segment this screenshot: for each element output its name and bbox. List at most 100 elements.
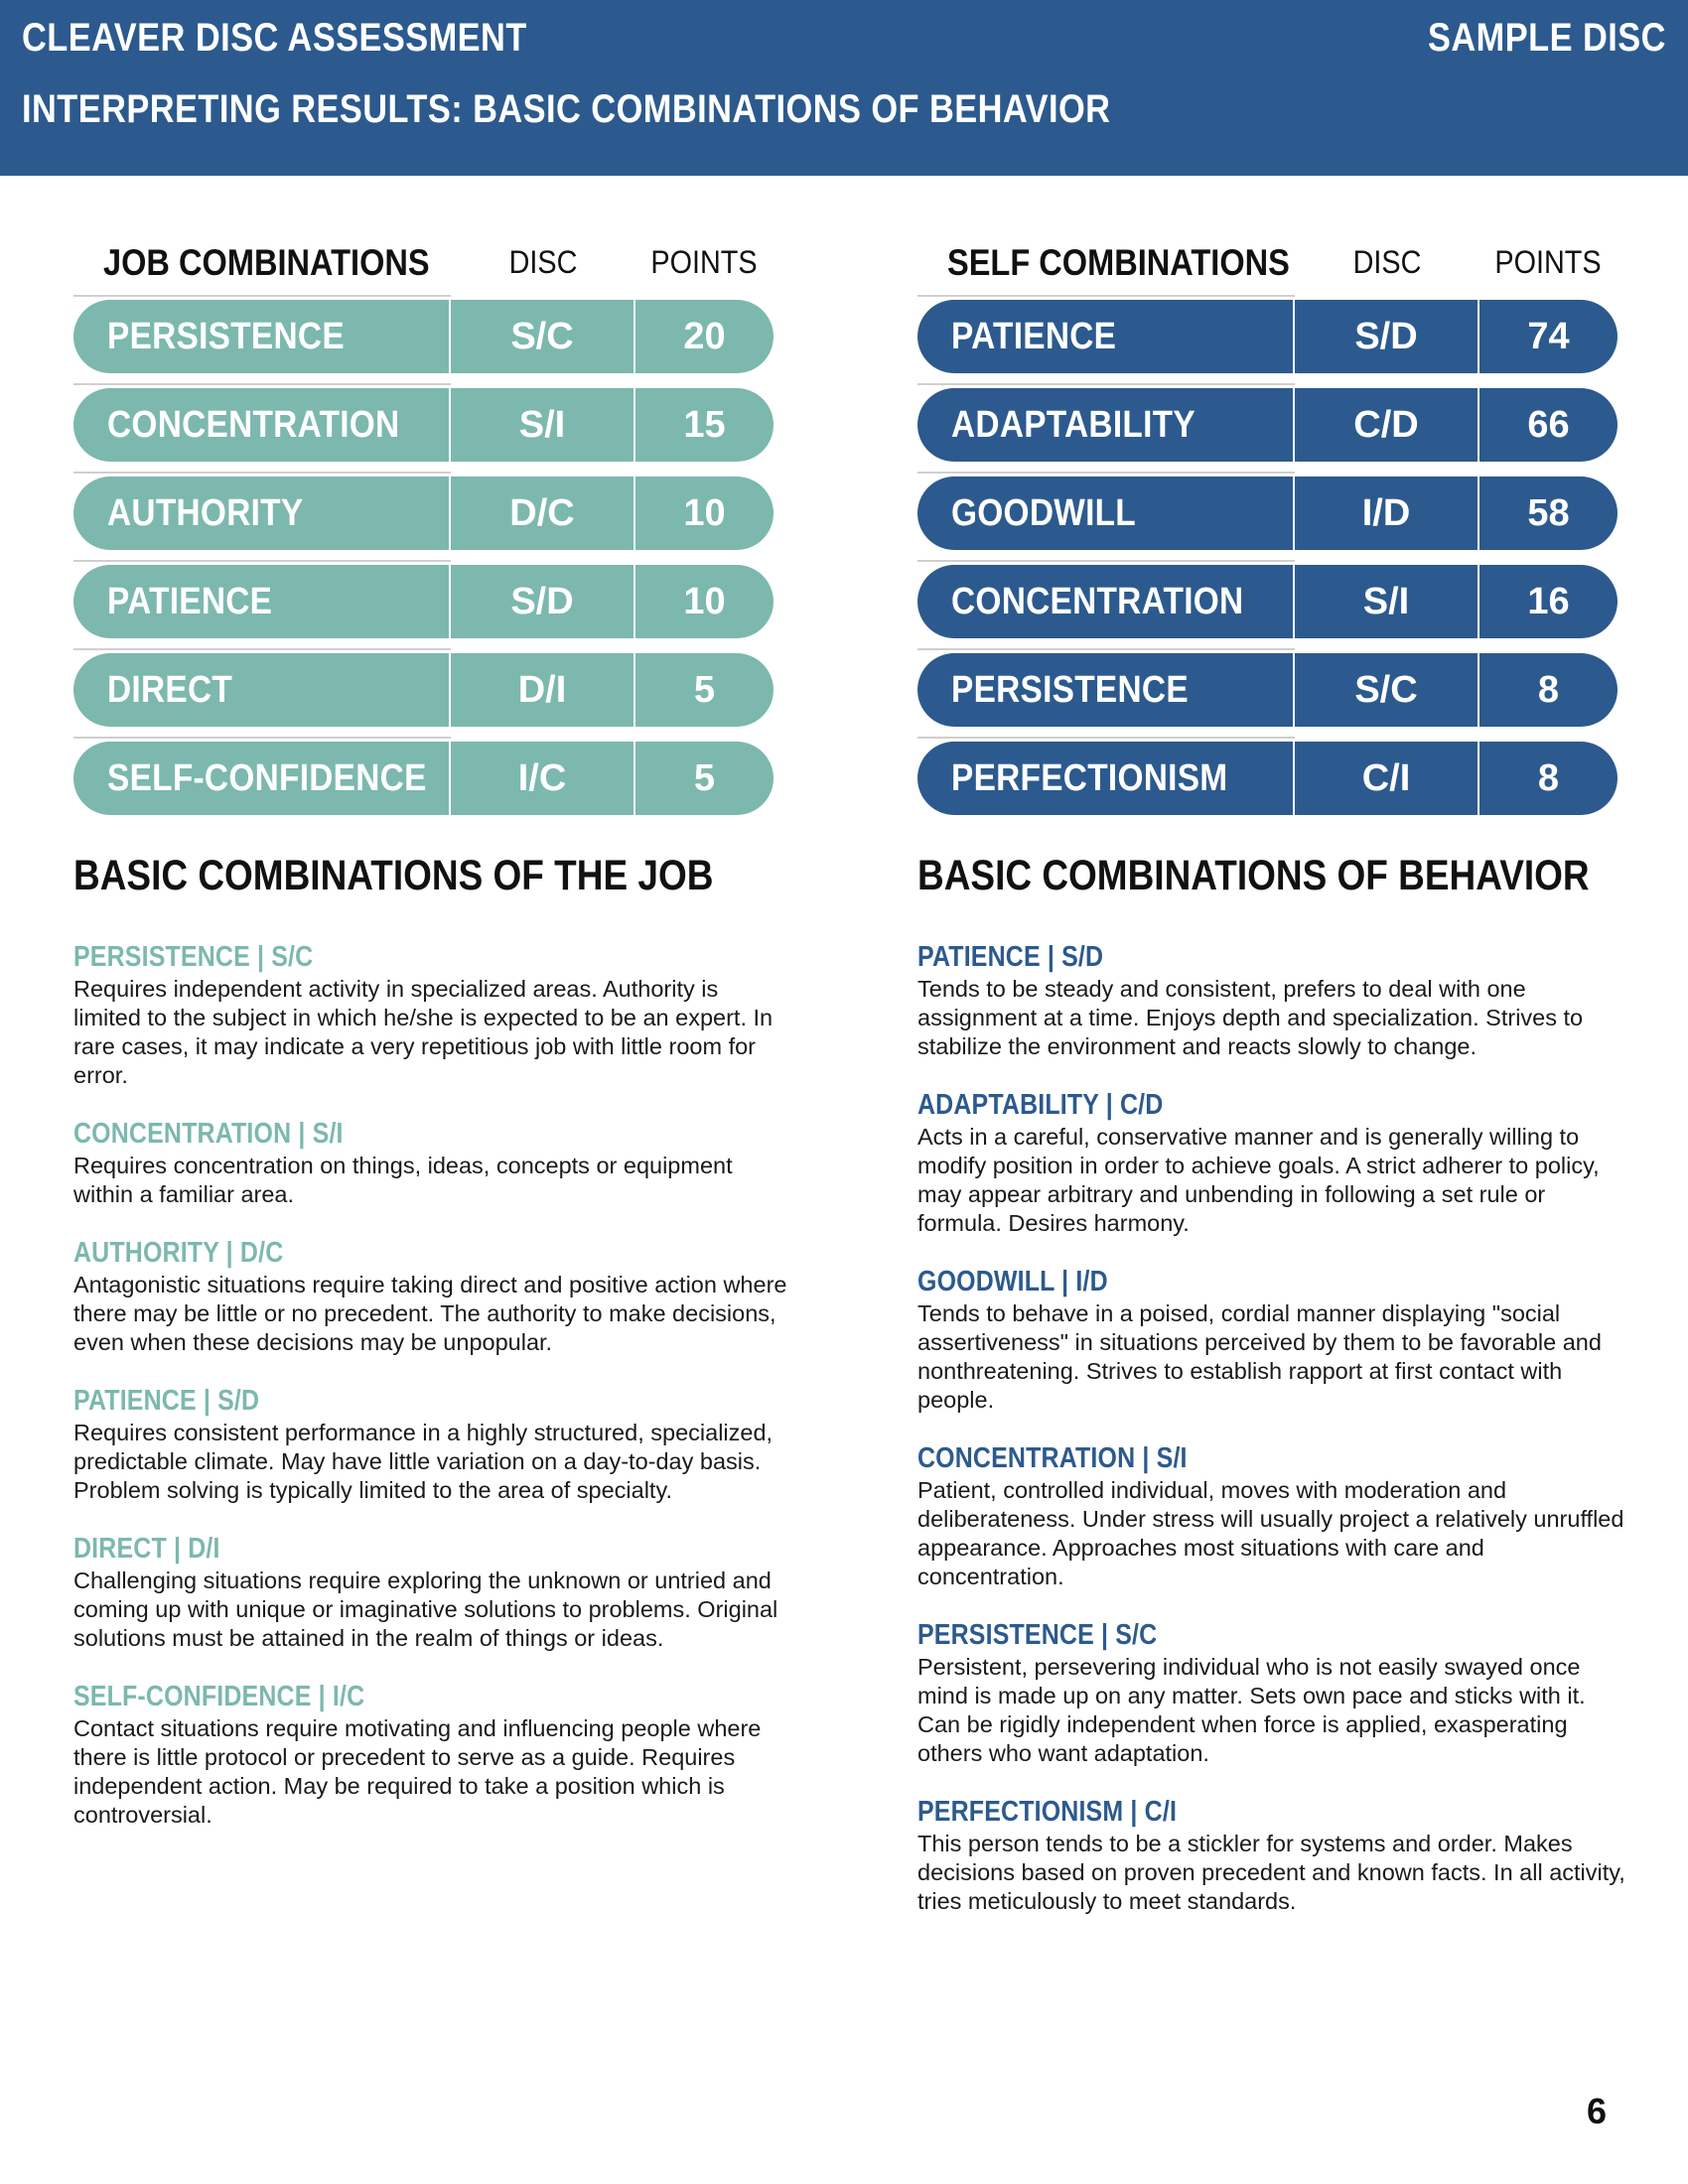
job-row-points: 10	[683, 491, 726, 534]
job-description-item: PATIENCE | S/D Requires consistent perfo…	[73, 1385, 788, 1505]
behavior-description-heading: PERFECTIONISM | C/I	[917, 1796, 1178, 1828]
job-row-points: 20	[683, 315, 726, 357]
job-row: CONCENTRATION S/I 15	[73, 383, 774, 477]
report-title: CLEAVER DISC ASSESSMENT	[22, 16, 527, 60]
behavior-description-text: Patient, controlled individual, moves wi…	[917, 1477, 1624, 1589]
self-row-points: 66	[1527, 403, 1570, 446]
self-table-title: SELF COMBINATIONS	[947, 242, 1290, 283]
behavior-section-title: BASIC COMBINATIONS OF BEHAVIOR	[917, 852, 1590, 899]
job-description-heading: CONCENTRATION | S/I	[73, 1118, 344, 1150]
behavior-description-item: ADAPTABILITY | C/D Acts in a careful, co…	[917, 1089, 1632, 1238]
job-row-name: CONCENTRATION	[107, 403, 400, 446]
self-disc-column-header: DISC	[1352, 244, 1422, 280]
job-points-column-header: POINTS	[650, 244, 758, 280]
job-description-text: Contact situations require motivating an…	[73, 1715, 762, 1828]
job-row: PERSISTENCE S/C 20	[73, 295, 774, 388]
job-description-item: AUTHORITY | D/C Antagonistic situations …	[73, 1237, 788, 1357]
self-row-points: 8	[1537, 668, 1560, 711]
behavior-description-item: PERSISTENCE | S/C Persistent, perseverin…	[917, 1619, 1632, 1768]
report-subtitle: INTERPRETING RESULTS: BASIC COMBINATIONS…	[22, 87, 1111, 131]
job-description-text: Requires independent activity in special…	[73, 976, 774, 1088]
job-description-text: Requires consistent performance in a hig…	[73, 1420, 774, 1503]
job-row: DIRECT D/I 5	[73, 648, 774, 742]
job-row-name: SELF-CONFIDENCE	[107, 756, 427, 799]
job-description-heading: DIRECT | D/I	[73, 1533, 220, 1565]
job-row-points: 15	[683, 403, 726, 446]
job-row-name: PATIENCE	[107, 580, 273, 622]
sample-label: SAMPLE DISC	[1428, 16, 1666, 60]
self-row: CONCENTRATION S/I 16	[917, 560, 1618, 653]
job-table-title: JOB COMBINATIONS	[103, 242, 430, 283]
self-points-column-header: POINTS	[1494, 244, 1602, 280]
job-row-points: 5	[693, 756, 716, 799]
behavior-description-heading: CONCENTRATION | S/I	[917, 1442, 1188, 1474]
job-row-disc: D/I	[451, 653, 635, 727]
self-row: PERSISTENCE S/C 8	[917, 648, 1618, 742]
job-description-text: Antagonistic situations require taking d…	[73, 1272, 787, 1355]
self-table-header: SELF COMBINATIONS DISC POINTS	[917, 228, 1618, 300]
behavior-description-text: Acts in a careful, conservative manner a…	[917, 1124, 1600, 1236]
behavior-descriptions: PATIENCE | S/D Tends to be steady and co…	[917, 941, 1632, 1944]
behavior-description-text: Tends to be steady and consistent, prefe…	[917, 976, 1584, 1059]
job-section-title: BASIC COMBINATIONS OF THE JOB	[73, 852, 714, 899]
behavior-description-item: PERFECTIONISM | C/I This person tends to…	[917, 1796, 1632, 1916]
job-row-disc: I/C	[451, 742, 635, 815]
behavior-description-item: PATIENCE | S/D Tends to be steady and co…	[917, 941, 1632, 1061]
job-row-points: 5	[693, 668, 716, 711]
self-row-disc: C/I	[1295, 742, 1479, 815]
job-description-item: PERSISTENCE | S/C Requires independent a…	[73, 941, 788, 1090]
self-row-name: PATIENCE	[951, 315, 1117, 357]
job-row-disc: D/C	[451, 477, 635, 550]
behavior-description-item: GOODWILL | I/D Tends to behave in a pois…	[917, 1266, 1632, 1415]
page-header: CLEAVER DISC ASSESSMENT INTERPRETING RES…	[0, 0, 1688, 176]
job-description-heading: AUTHORITY | D/C	[73, 1237, 284, 1269]
job-combinations-table: JOB COMBINATIONS DISC POINTS PERSISTENCE…	[73, 228, 774, 830]
self-row-disc: I/D	[1295, 477, 1479, 550]
behavior-description-heading: PATIENCE | S/D	[917, 941, 1104, 973]
self-row-disc: S/D	[1295, 300, 1479, 373]
self-row: GOODWILL I/D 58	[917, 472, 1618, 565]
job-disc-column-header: DISC	[508, 244, 578, 280]
job-description-item: CONCENTRATION | S/I Requires concentrati…	[73, 1118, 788, 1209]
job-description-heading: PATIENCE | S/D	[73, 1385, 260, 1417]
job-table-header: JOB COMBINATIONS DISC POINTS	[73, 228, 774, 300]
self-row-disc: C/D	[1295, 388, 1479, 462]
job-description-text: Challenging situations require exploring…	[73, 1568, 778, 1651]
self-row-disc: S/I	[1295, 565, 1479, 638]
job-row: PATIENCE S/D 10	[73, 560, 774, 653]
self-row-name: CONCENTRATION	[951, 580, 1244, 622]
page-number: 6	[1586, 2091, 1607, 2131]
job-row-name: AUTHORITY	[107, 491, 304, 534]
job-row-name: PERSISTENCE	[107, 315, 345, 357]
job-description-heading: SELF-CONFIDENCE | I/C	[73, 1681, 365, 1712]
self-row: ADAPTABILITY C/D 66	[917, 383, 1618, 477]
self-row-name: PERSISTENCE	[951, 668, 1189, 711]
job-row: AUTHORITY D/C 10	[73, 472, 774, 565]
self-row-name: GOODWILL	[951, 491, 1137, 534]
job-row-disc: S/I	[451, 388, 635, 462]
job-row-disc: S/D	[451, 565, 635, 638]
job-description-item: DIRECT | D/I Challenging situations requ…	[73, 1533, 788, 1653]
self-combinations-table: SELF COMBINATIONS DISC POINTS PATIENCE S…	[917, 228, 1618, 830]
job-row-disc: S/C	[451, 300, 635, 373]
behavior-description-text: Tends to behave in a poised, cordial man…	[917, 1300, 1602, 1413]
self-row-points: 74	[1527, 315, 1570, 357]
self-row-points: 16	[1527, 580, 1570, 622]
behavior-description-heading: ADAPTABILITY | C/D	[917, 1089, 1164, 1121]
self-row-name: PERFECTIONISM	[951, 756, 1228, 799]
behavior-description-heading: PERSISTENCE | S/C	[917, 1619, 1158, 1651]
behavior-description-text: This person tends to be a stickler for s…	[917, 1831, 1625, 1914]
behavior-description-item: CONCENTRATION | S/I Patient, controlled …	[917, 1442, 1632, 1591]
self-row-disc: S/C	[1295, 653, 1479, 727]
self-row: PATIENCE S/D 74	[917, 295, 1618, 388]
behavior-description-text: Persistent, persevering individual who i…	[917, 1654, 1586, 1766]
job-description-item: SELF-CONFIDENCE | I/C Contact situations…	[73, 1681, 788, 1830]
job-descriptions: PERSISTENCE | S/C Requires independent a…	[73, 941, 788, 1857]
job-row: SELF-CONFIDENCE I/C 5	[73, 737, 774, 830]
self-row: PERFECTIONISM C/I 8	[917, 737, 1618, 830]
self-row-points: 8	[1537, 756, 1560, 799]
self-row-points: 58	[1527, 491, 1570, 534]
job-description-text: Requires concentration on things, ideas,…	[73, 1153, 733, 1207]
behavior-description-heading: GOODWILL | I/D	[917, 1266, 1108, 1297]
job-row-name: DIRECT	[107, 668, 233, 711]
